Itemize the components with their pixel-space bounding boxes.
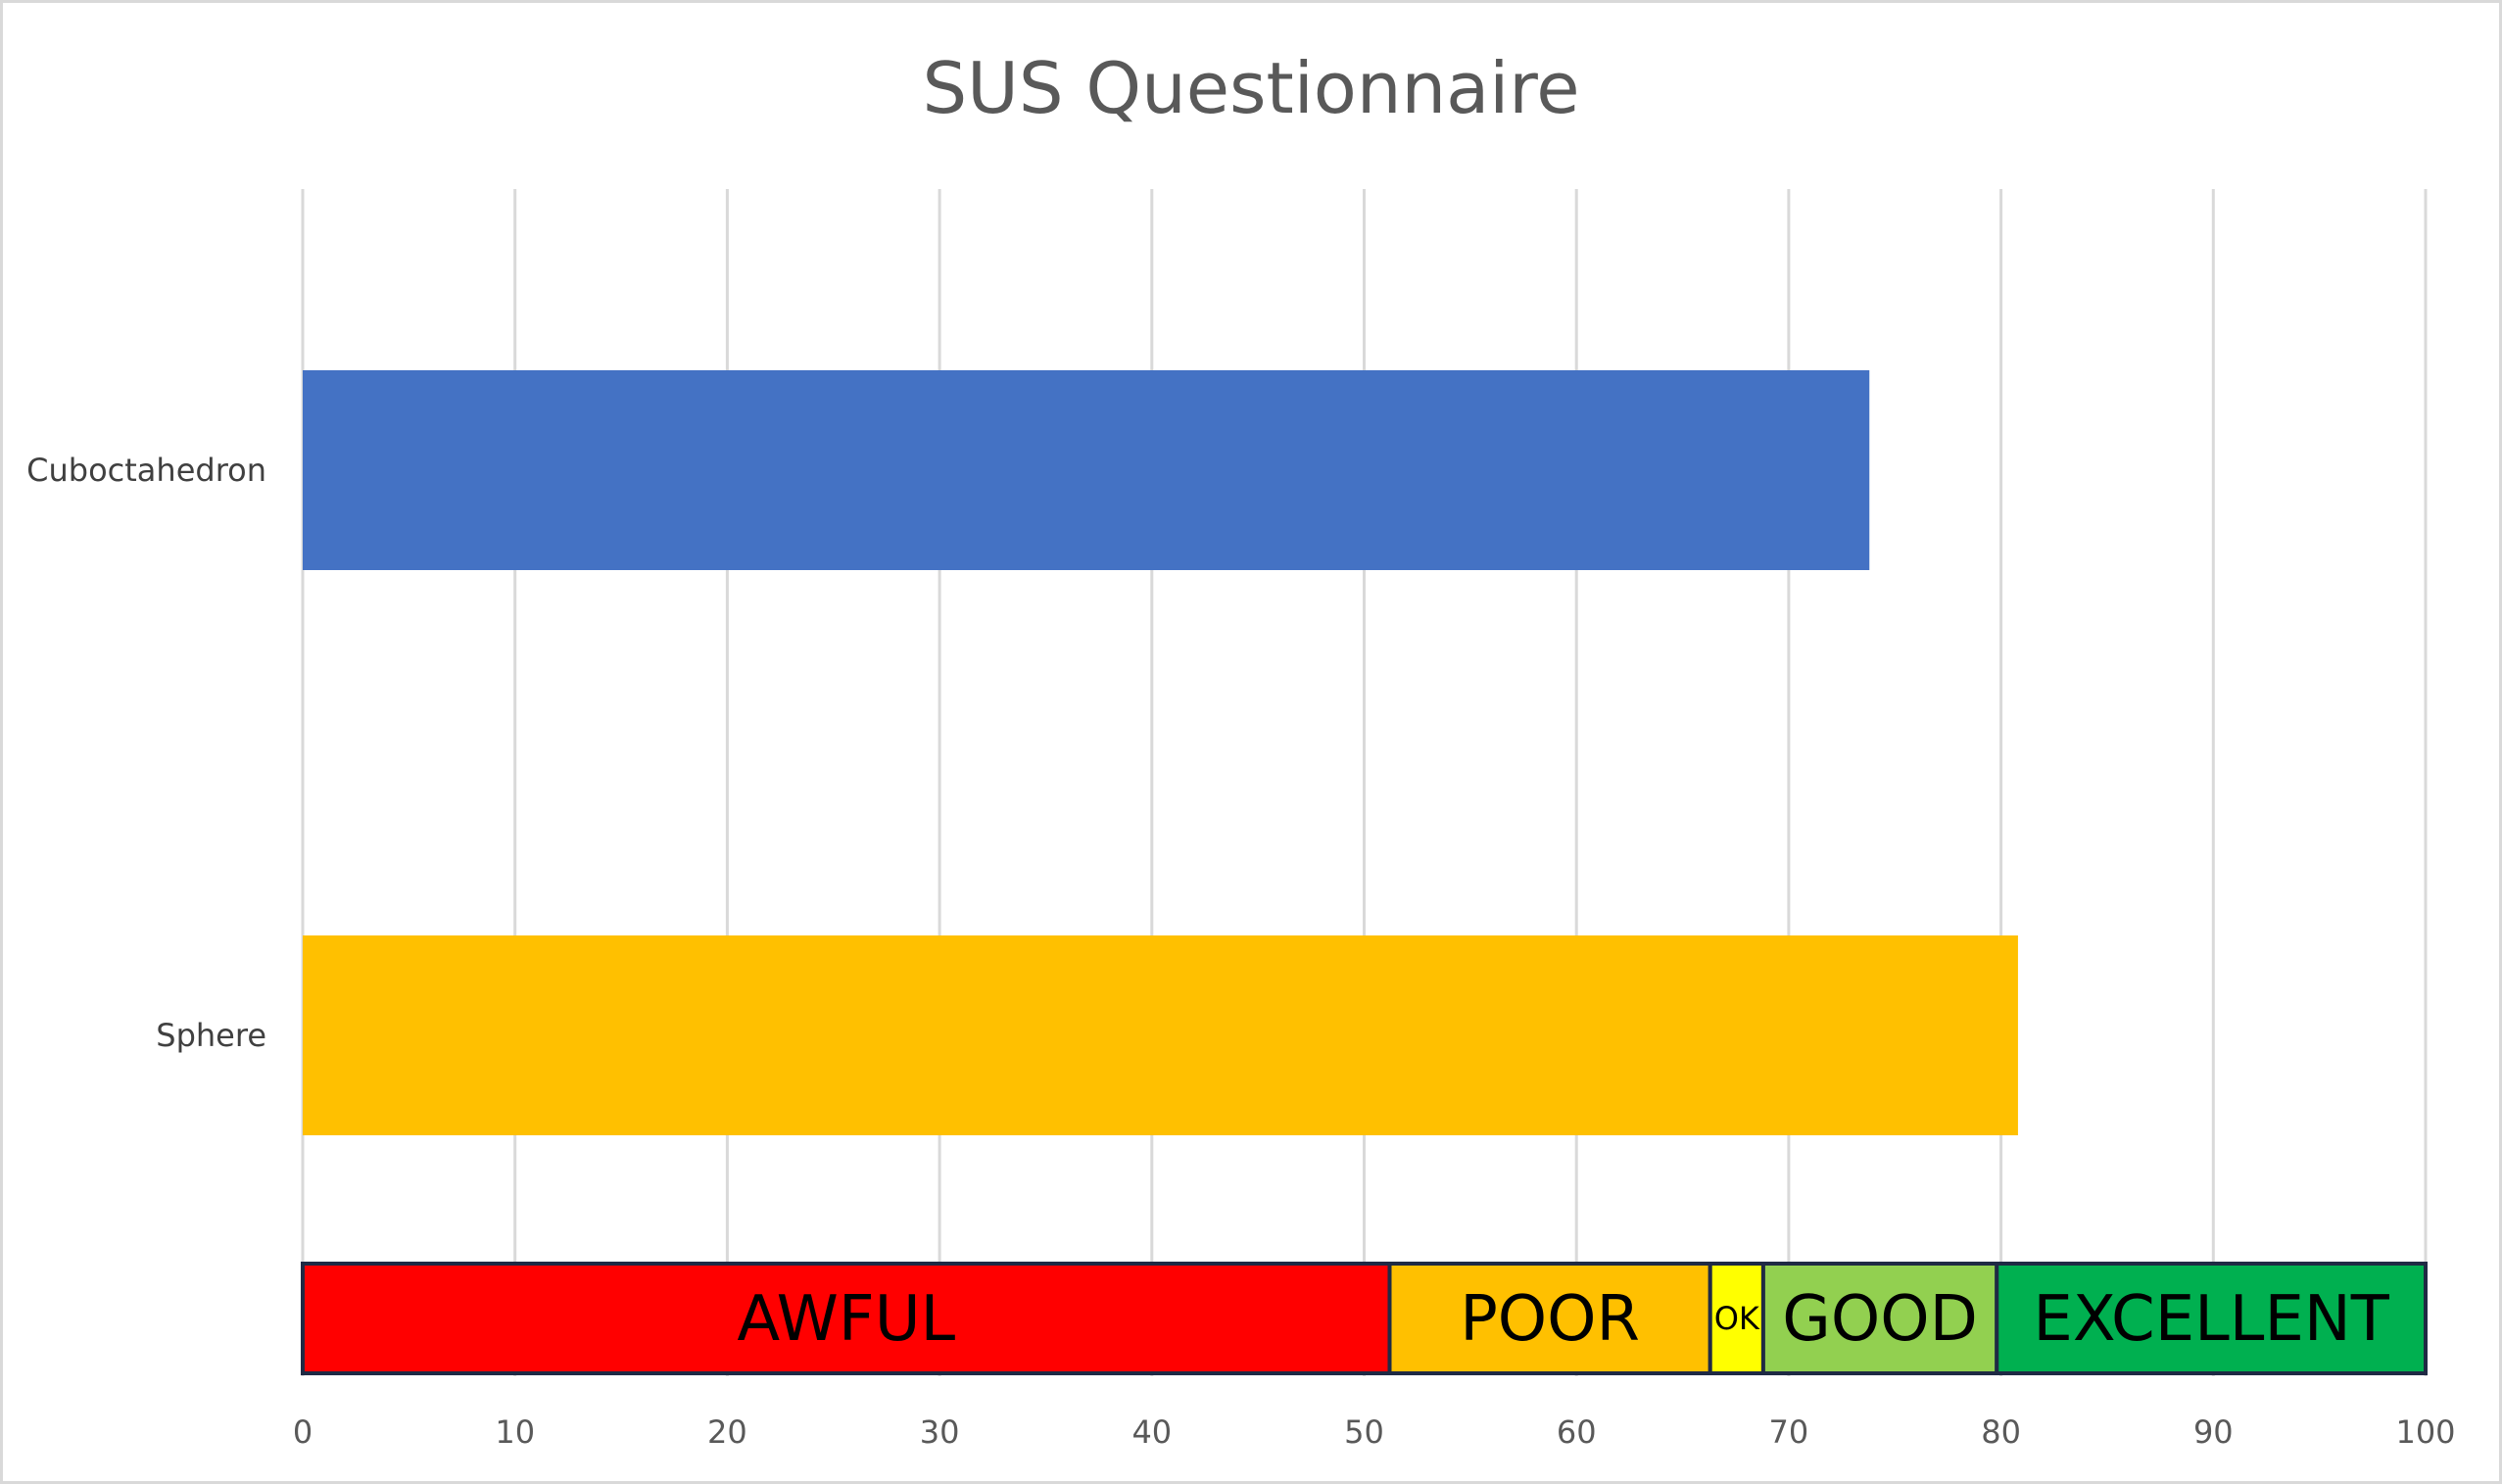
chart-title: SUS Questionnaire (922, 47, 1579, 129)
x-tick-label: 60 (1557, 1413, 1597, 1451)
x-tick-label: 90 (2193, 1413, 2234, 1451)
band-label-poor: POOR (1460, 1283, 1640, 1356)
band-label-ok: OK (1714, 1300, 1760, 1337)
band-ok (1708, 1262, 1765, 1375)
x-tick-label: 70 (1769, 1413, 1809, 1451)
x-tick-label: 0 (293, 1413, 313, 1451)
rating-bands: AWFUL POOR OK GOOD EXCELLENT (301, 1262, 2428, 1375)
x-tick-label: 80 (1981, 1413, 2021, 1451)
band-label-awful: AWFUL (737, 1283, 955, 1356)
category-labels: Cuboctahedron Sphere (26, 452, 266, 1054)
x-tick-label: 30 (920, 1413, 960, 1451)
x-tick-label: 20 (707, 1413, 747, 1451)
x-tick-label: 40 (1131, 1413, 1172, 1451)
x-tick-label: 10 (495, 1413, 535, 1451)
band-poor (1387, 1262, 1712, 1375)
bar-sphere (303, 935, 2018, 1135)
band-awful (301, 1262, 1392, 1375)
band-excellent (1995, 1262, 2428, 1375)
x-tick-label: 50 (1344, 1413, 1384, 1451)
x-axis-ticks: 0 10 20 30 40 50 60 70 80 90 100 (293, 1413, 2456, 1451)
category-label-sphere: Sphere (156, 1017, 266, 1054)
x-tick-label: 100 (2395, 1413, 2455, 1451)
category-label-cuboctahedron: Cuboctahedron (26, 452, 266, 489)
bars (303, 370, 2018, 1135)
bar-cuboctahedron (303, 370, 1870, 570)
band-label-excellent: EXCELLENT (2033, 1283, 2389, 1356)
band-label-good: GOOD (1782, 1283, 1978, 1356)
band-good (1760, 1262, 1999, 1375)
